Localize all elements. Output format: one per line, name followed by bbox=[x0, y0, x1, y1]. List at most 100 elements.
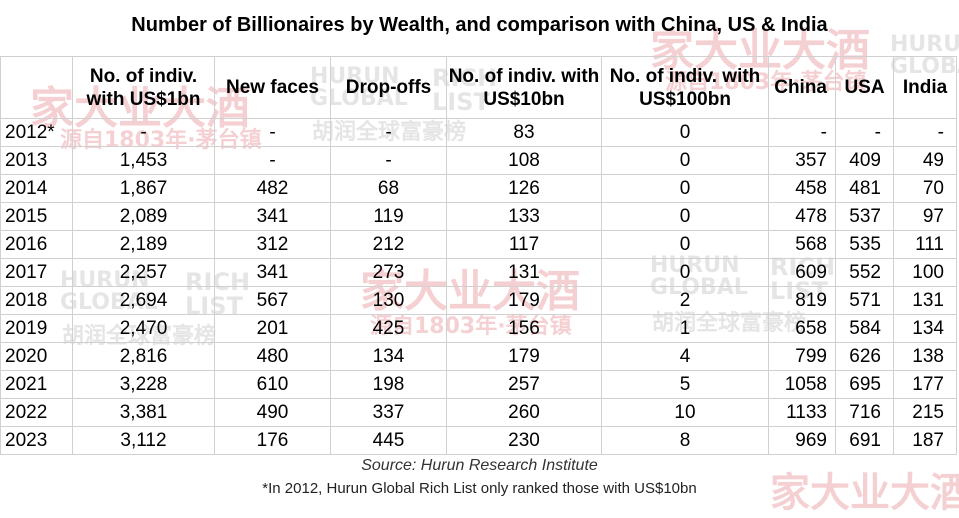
cell-year: 2019 bbox=[0, 314, 73, 343]
column-header-india: India bbox=[893, 56, 957, 119]
cell-china: - bbox=[768, 118, 836, 147]
cell-china: 478 bbox=[768, 202, 836, 231]
cell-year: 2016 bbox=[0, 230, 73, 259]
cell-year: 2018 bbox=[0, 286, 73, 315]
cell-new-faces: 490 bbox=[214, 398, 331, 427]
cell-us1bn: 2,257 bbox=[72, 258, 215, 287]
cell-us1bn: 3,228 bbox=[72, 370, 215, 399]
cell-year: 2012* bbox=[0, 118, 73, 147]
cell-us10bn: 230 bbox=[446, 426, 602, 455]
cell-new-faces: 482 bbox=[214, 174, 331, 203]
cell-drop-offs: 445 bbox=[330, 426, 447, 455]
cell-india: - bbox=[893, 118, 957, 147]
cell-india: 134 bbox=[893, 314, 957, 343]
cell-usa: 716 bbox=[835, 398, 894, 427]
cell-us10bn: 133 bbox=[446, 202, 602, 231]
cell-usa: - bbox=[835, 118, 894, 147]
cell-drop-offs: 130 bbox=[330, 286, 447, 315]
cell-us1bn: 2,816 bbox=[72, 342, 215, 371]
table-row: 2023 3,112 176 445 230 8 969 691 187 bbox=[0, 426, 957, 455]
table-row: 2012* - - -83 0- - - bbox=[0, 118, 957, 147]
billionaires-table: No. of indiv. with US$1bn New faces Drop-o… bbox=[0, 56, 957, 455]
cell-china: 819 bbox=[768, 286, 836, 315]
cell-us10bn: 156 bbox=[446, 314, 602, 343]
cell-india: 215 bbox=[893, 398, 957, 427]
cell-china: 568 bbox=[768, 230, 836, 259]
footnote: *In 2012, Hurun Global Rich List only ra… bbox=[262, 480, 697, 497]
cell-usa: 695 bbox=[835, 370, 894, 399]
cell-us100bn: 10 bbox=[601, 398, 769, 427]
column-header-year bbox=[0, 56, 73, 119]
cell-new-faces: 610 bbox=[214, 370, 331, 399]
cell-india: 100 bbox=[893, 258, 957, 287]
cell-india: 177 bbox=[893, 370, 957, 399]
column-header-drop-offs: Drop-offs bbox=[330, 56, 447, 119]
table-row: 2014 1,867 482 68 126 0 458 481 70 bbox=[0, 174, 957, 203]
cell-us1bn: 2,694 bbox=[72, 286, 215, 315]
cell-year: 2023 bbox=[0, 426, 73, 455]
cell-us10bn: 117 bbox=[446, 230, 602, 259]
cell-drop-offs: 198 bbox=[330, 370, 447, 399]
cell-new-faces: 341 bbox=[214, 258, 331, 287]
cell-china: 1058 bbox=[768, 370, 836, 399]
cell-usa: 537 bbox=[835, 202, 894, 231]
cell-us100bn: 1 bbox=[601, 314, 769, 343]
cell-usa: 626 bbox=[835, 342, 894, 371]
cell-usa: 481 bbox=[835, 174, 894, 203]
cell-us100bn: 0 bbox=[601, 202, 769, 231]
cell-us100bn: 8 bbox=[601, 426, 769, 455]
table-row: 2013 1,453- -108 0 357 409 49 bbox=[0, 146, 957, 175]
cell-new-faces: 480 bbox=[214, 342, 331, 371]
cell-india: 70 bbox=[893, 174, 957, 203]
cell-us1bn: 3,112 bbox=[72, 426, 215, 455]
cell-us10bn: 108 bbox=[446, 146, 602, 175]
cell-new-faces: 312 bbox=[214, 230, 331, 259]
cell-china: 658 bbox=[768, 314, 836, 343]
cell-year: 2014 bbox=[0, 174, 73, 203]
cell-china: 458 bbox=[768, 174, 836, 203]
cell-year: 2020 bbox=[0, 342, 73, 371]
cell-india: 97 bbox=[893, 202, 957, 231]
chart-title: Number of Billionaires by Wealth, and co… bbox=[131, 14, 828, 36]
cell-drop-offs: 134 bbox=[330, 342, 447, 371]
cell-india: 187 bbox=[893, 426, 957, 455]
table-row: 2015 2,089 341 119 133 0 478 537 97 bbox=[0, 202, 957, 231]
cell-us1bn: 2,089 bbox=[72, 202, 215, 231]
cell-us100bn: 0 bbox=[601, 258, 769, 287]
cell-usa: 535 bbox=[835, 230, 894, 259]
cell-drop-offs: 119 bbox=[330, 202, 447, 231]
cell-drop-offs: 273 bbox=[330, 258, 447, 287]
cell-year: 2021 bbox=[0, 370, 73, 399]
cell-us1bn: - bbox=[72, 118, 215, 147]
cell-drop-offs: 425 bbox=[330, 314, 447, 343]
cell-india: 111 bbox=[893, 230, 957, 259]
cell-us1bn: 1,867 bbox=[72, 174, 215, 203]
cell-new-faces: 176 bbox=[214, 426, 331, 455]
cell-us100bn: 5 bbox=[601, 370, 769, 399]
cell-us1bn: 2,189 bbox=[72, 230, 215, 259]
table-row: 2022 3,381 490 337 260 10 1133 716 215 bbox=[0, 398, 957, 427]
cell-usa: 584 bbox=[835, 314, 894, 343]
cell-us1bn: 2,470 bbox=[72, 314, 215, 343]
table-row: 2021 3,228 610 198 257 5 1058 695 177 bbox=[0, 370, 957, 399]
cell-us10bn: 131 bbox=[446, 258, 602, 287]
cell-china: 357 bbox=[768, 146, 836, 175]
cell-china: 609 bbox=[768, 258, 836, 287]
column-header-china: China bbox=[768, 56, 836, 119]
source-note: Source: Hurun Research Institute bbox=[361, 457, 598, 474]
cell-usa: 552 bbox=[835, 258, 894, 287]
cell-us10bn: 260 bbox=[446, 398, 602, 427]
table-body: 2012* - - -83 0- - -2013 1,453- -108 0 357 409 49 201… bbox=[0, 118, 957, 455]
cell-us10bn: 179 bbox=[446, 342, 602, 371]
cell-usa: 691 bbox=[835, 426, 894, 455]
cell-us100bn: 0 bbox=[601, 118, 769, 147]
column-header-us10bn: No. of indiv. with US$10bn bbox=[446, 56, 602, 119]
cell-drop-offs: 212 bbox=[330, 230, 447, 259]
cell-drop-offs: - bbox=[330, 118, 447, 147]
cell-year: 2017 bbox=[0, 258, 73, 287]
cell-us100bn: 0 bbox=[601, 174, 769, 203]
table-figure: 家大业大酒 源自1803年·茅台镇 HURUN GLOBAL RICH LIST… bbox=[0, 14, 959, 516]
cell-us10bn: 126 bbox=[446, 174, 602, 203]
cell-india: 131 bbox=[893, 286, 957, 315]
column-header-new-faces: New faces bbox=[214, 56, 331, 119]
